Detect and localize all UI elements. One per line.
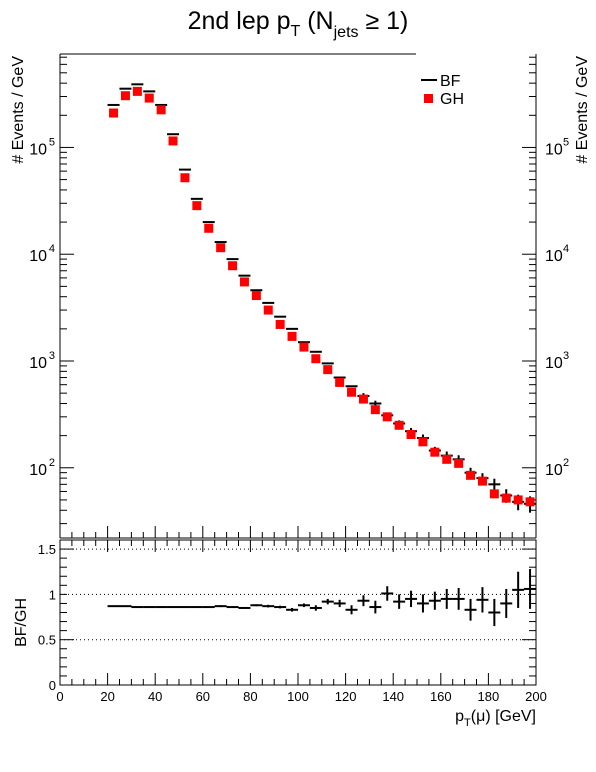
title-end: ≥ 1): [359, 7, 409, 35]
gh-point: [204, 223, 214, 233]
ratio-panel-frame: [59, 539, 537, 686]
y-axis-label-left: # Events / GeV: [10, 56, 27, 164]
y-tick-label-exponent: 4: [49, 243, 55, 255]
gh-point: [513, 495, 523, 505]
y-tick-label-exponent: 4: [563, 243, 569, 255]
ratio-y-tick-label: 0.5: [38, 633, 56, 648]
gh-point: [228, 261, 238, 271]
ratio-gridlines: [60, 548, 536, 641]
gh-point: [263, 305, 273, 315]
ratio-panel: 0 0.5 1 1.5 0 20 40 60 80 100 120 140 160 180 200: [38, 539, 547, 704]
gh-point: [347, 387, 357, 397]
gh-point: [418, 437, 428, 447]
gh-point: [156, 105, 166, 115]
gh-point: [144, 93, 154, 103]
y-tick-label: 10: [29, 141, 47, 158]
y-tick-label: 10: [29, 355, 47, 372]
ratio-data-points: [107, 569, 537, 627]
gh-point: [394, 420, 404, 430]
y-tick-label: 10: [29, 248, 47, 265]
x-label-main: p: [455, 708, 464, 725]
title-main: 2nd lep p: [188, 7, 291, 35]
y-tick-label-exponent: 5: [49, 136, 55, 148]
title-mid: (N: [300, 7, 333, 35]
ratio-y-tick-label: 1: [49, 587, 56, 602]
gh-point: [109, 108, 119, 118]
y-tick-label-exponent: 3: [563, 350, 569, 362]
y-tick-label: 10: [29, 462, 47, 479]
title-sub-jets: jets: [333, 24, 359, 41]
y-tick-label-exponent: 2: [563, 457, 569, 469]
y-tick-label: 10: [545, 355, 563, 372]
gh-point: [358, 394, 368, 404]
y-tick-label-exponent: 5: [563, 136, 569, 148]
gh-point: [477, 476, 487, 486]
gh-point: [299, 342, 309, 352]
gh-point: [275, 319, 285, 329]
gh-point: [454, 458, 464, 468]
y-tick-label: 10: [545, 248, 563, 265]
gh-point: [132, 86, 142, 96]
legend: BF GH: [421, 73, 464, 108]
main-x-ticks: [59, 526, 537, 538]
ratio-y-axis-label: BF/GH: [13, 598, 30, 647]
y-tick-label: 10: [545, 141, 563, 158]
x-tick-label: 0: [56, 689, 63, 704]
y-axis-label-right: # Events / GeV: [574, 56, 591, 164]
main-data-points: [107, 83, 537, 513]
x-label-end: (μ) [GeV]: [471, 708, 536, 725]
x-tick-label: 20: [100, 689, 114, 704]
gh-point: [370, 405, 380, 415]
x-tick-label: 200: [525, 689, 547, 704]
chart-title: 2nd lep pT (Njets ≥ 1): [188, 7, 409, 41]
gh-point: [216, 243, 226, 253]
gh-point: [323, 365, 333, 375]
x-tick-label: 120: [335, 689, 357, 704]
gh-point: [287, 331, 297, 341]
gh-point: [251, 291, 261, 301]
x-tick-label: 60: [196, 689, 210, 704]
ratio-y-tick-label: 1.5: [38, 542, 56, 557]
x-tick-label: 80: [243, 689, 257, 704]
x-tick-label: 140: [382, 689, 404, 704]
gh-point: [168, 136, 178, 146]
ratio-x-ticks: 0 20 40 60 80 100 120 140 160 180 200: [56, 540, 547, 704]
x-tick-label: 40: [148, 689, 162, 704]
x-tick-label: 100: [287, 689, 309, 704]
ratio-y-ticks: 0 0.5 1 1.5: [38, 542, 536, 693]
gh-point: [382, 412, 392, 422]
legend-gh-marker: [424, 94, 433, 103]
gh-point: [311, 354, 321, 364]
y-tick-label-exponent: 2: [49, 457, 55, 469]
legend-gh-label: GH: [440, 91, 464, 108]
gh-point: [180, 173, 190, 183]
gh-point: [239, 277, 249, 287]
gh-point: [192, 201, 202, 211]
y-tick-label: 10: [545, 462, 563, 479]
x-tick-label: 180: [478, 689, 500, 704]
gh-point: [501, 493, 511, 503]
ratio-y-tick-label: 0: [49, 678, 56, 693]
gh-point: [466, 470, 476, 480]
gh-point: [430, 447, 440, 457]
x-axis-label: pT(μ) [GeV]: [455, 708, 536, 729]
gh-point: [525, 497, 535, 507]
x-tick-label: 160: [430, 689, 452, 704]
x-label-sub: T: [464, 717, 471, 729]
gh-point: [406, 429, 416, 439]
gh-point: [442, 454, 452, 464]
legend-bf-label: BF: [440, 73, 461, 90]
gh-point: [489, 489, 499, 499]
y-tick-label-exponent: 3: [49, 350, 55, 362]
title-sub-t: T: [291, 23, 301, 40]
gh-point: [335, 377, 345, 387]
gh-point: [120, 91, 130, 101]
